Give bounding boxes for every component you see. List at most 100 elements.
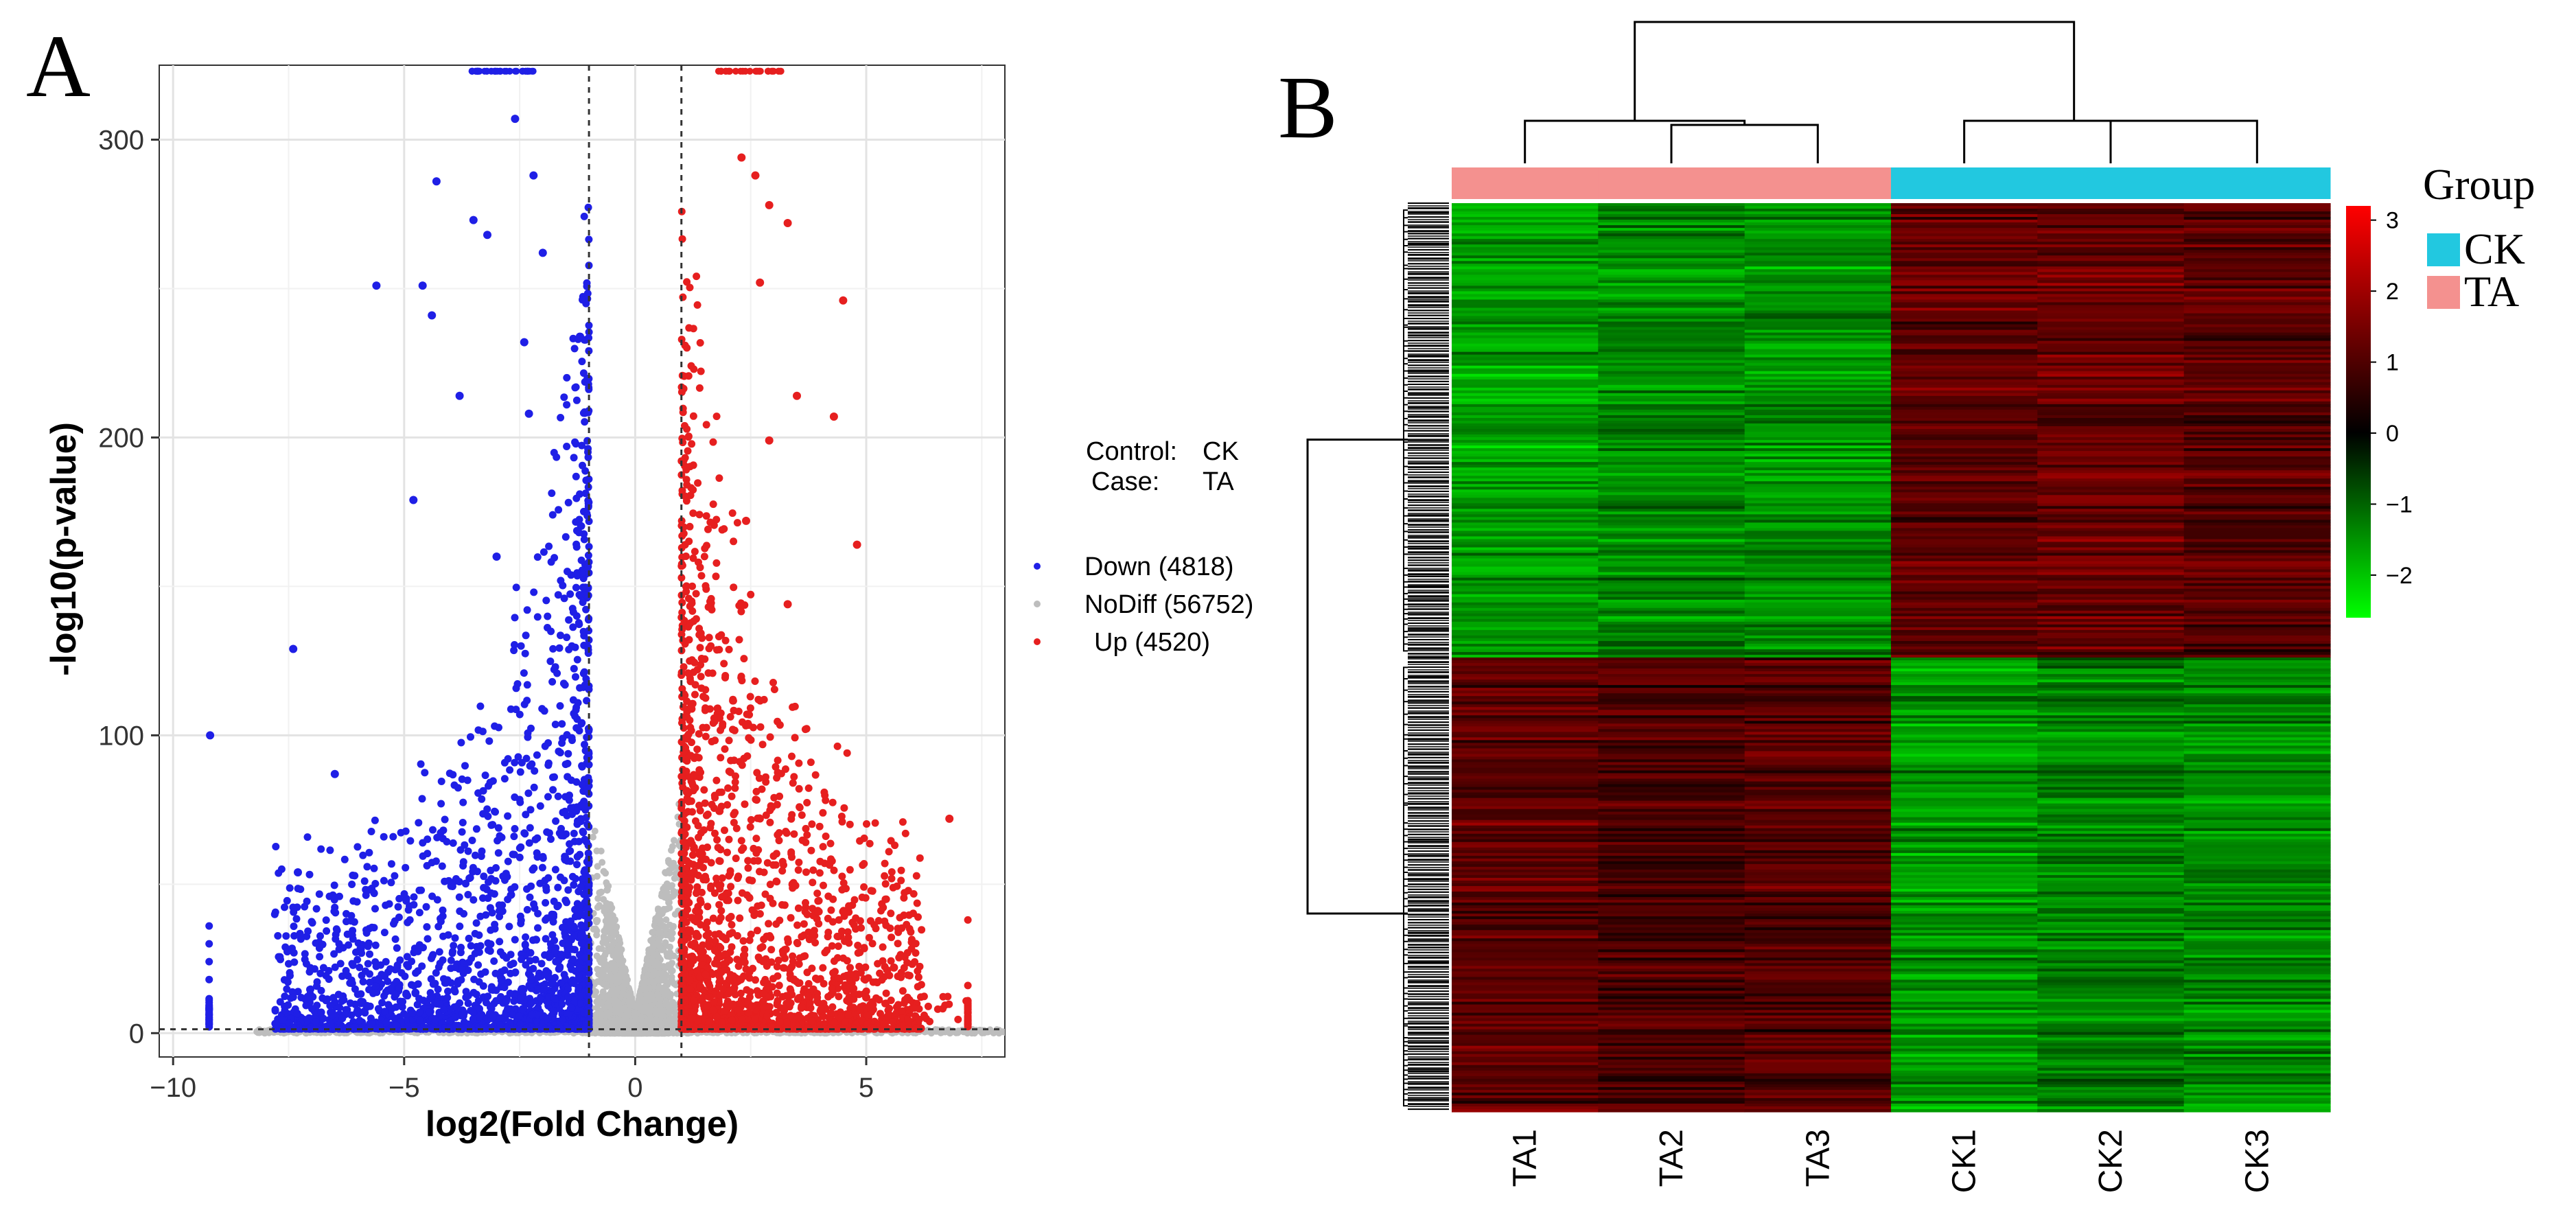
volcano-point <box>550 773 558 781</box>
volcano-point <box>533 613 542 621</box>
volcano-point <box>441 815 449 824</box>
volcano-point <box>348 881 356 888</box>
volcano-point <box>548 979 557 987</box>
volcano-point <box>575 727 583 735</box>
volcano-point <box>406 837 415 845</box>
volcano-points <box>205 67 1016 1037</box>
volcano-point <box>371 880 380 887</box>
volcano-point <box>572 396 581 404</box>
volcano-point <box>581 741 588 749</box>
volcano-point <box>551 947 559 955</box>
volcano-point <box>636 1005 644 1012</box>
volcano-point <box>443 837 451 846</box>
volcano-point <box>552 817 560 825</box>
volcano-point <box>523 906 531 914</box>
volcano-point <box>618 946 625 953</box>
volcano-point <box>469 896 478 904</box>
volcano-point <box>620 1030 628 1037</box>
volcano-point <box>612 947 619 955</box>
volcano-point <box>308 918 316 926</box>
volcano-point <box>270 910 279 918</box>
volcano-point <box>529 865 537 874</box>
volcano-point <box>581 922 589 930</box>
volcano-point <box>955 1027 962 1035</box>
volcano-point <box>445 876 453 885</box>
volcano-point <box>600 868 607 875</box>
volcano-point <box>487 866 495 874</box>
volcano-point <box>340 855 349 863</box>
volcano-point <box>523 681 531 689</box>
volcano-point <box>544 612 552 620</box>
volcano-point <box>645 946 653 953</box>
volcano-point <box>343 930 351 938</box>
volcano-point <box>520 700 529 708</box>
volcano-point <box>564 773 572 781</box>
volcano-point <box>393 944 401 952</box>
volcano-point <box>668 846 675 854</box>
volcano-point <box>496 832 504 840</box>
volcano-point <box>387 879 395 887</box>
volcano-point <box>666 904 673 911</box>
volcano-point <box>647 959 653 966</box>
volcano-point <box>522 631 530 640</box>
volcano-point <box>518 955 526 964</box>
volcano-point <box>456 922 464 931</box>
volcano-point <box>488 909 496 917</box>
volcano-point <box>511 758 519 767</box>
volcano-point <box>316 953 324 961</box>
volcano-point <box>554 901 562 909</box>
volcano-point <box>402 863 410 872</box>
volcano-point <box>671 911 679 918</box>
volcano-point <box>594 966 601 973</box>
volcano-point <box>550 554 559 562</box>
volcano-point <box>616 957 623 964</box>
volcano-point <box>370 864 378 872</box>
volcano-point <box>654 991 662 999</box>
volcano-point <box>439 912 447 920</box>
volcano-point <box>662 939 669 946</box>
volcano-point <box>599 1029 607 1036</box>
volcano-point <box>342 966 350 975</box>
volcano-point <box>418 795 426 803</box>
volcano-point <box>561 760 570 769</box>
volcano-point <box>419 997 428 1005</box>
volcano-point <box>595 1021 603 1028</box>
volcano-point <box>618 990 626 997</box>
volcano-point <box>544 874 553 882</box>
volcano-point <box>1009 1028 1016 1035</box>
volcano-point <box>305 870 314 879</box>
volcano-point <box>594 863 601 870</box>
volcano-point <box>594 917 601 925</box>
volcano-point <box>605 1009 613 1016</box>
volcano-point <box>504 755 512 763</box>
volcano-point <box>591 827 599 835</box>
volcano-point <box>555 644 564 652</box>
volcano-point <box>566 840 574 848</box>
volcano-point <box>542 596 550 605</box>
volcano-point <box>580 874 588 882</box>
volcano-point <box>666 870 673 876</box>
volcano-point <box>362 929 371 937</box>
volcano-point <box>539 854 547 862</box>
volcano-point <box>559 809 567 817</box>
volcano-point <box>461 762 469 770</box>
volcano-point <box>526 806 535 814</box>
volcano-point <box>439 956 447 964</box>
volcano-point <box>604 993 612 1001</box>
volcano-point <box>541 970 549 978</box>
volcano-point <box>597 848 605 854</box>
volcano-point <box>454 979 462 988</box>
volcano-point <box>531 835 539 844</box>
volcano-point <box>330 950 338 958</box>
volcano-point <box>666 951 674 959</box>
volcano-point <box>569 608 577 616</box>
volcano-point <box>301 950 309 958</box>
volcano-point <box>598 992 605 1000</box>
volcano-point <box>364 960 372 968</box>
volcano-point <box>408 957 416 966</box>
volcano-point <box>575 619 583 627</box>
volcano-point <box>380 876 388 885</box>
volcano-point <box>549 644 557 653</box>
volcano-point <box>539 548 548 556</box>
volcano-point <box>467 733 474 741</box>
